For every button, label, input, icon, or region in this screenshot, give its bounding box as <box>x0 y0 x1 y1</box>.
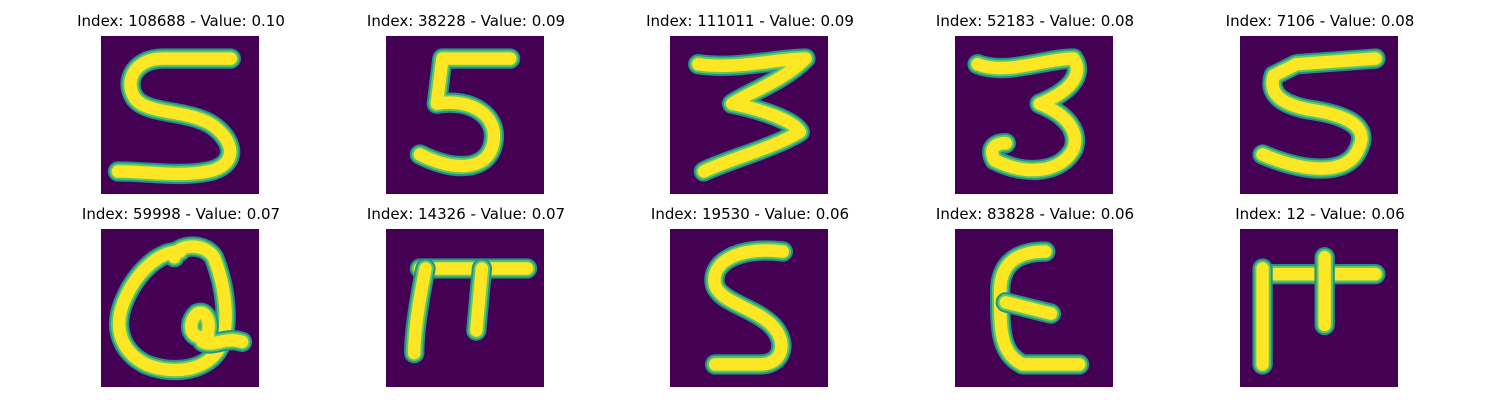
digit-stroke <box>692 52 812 178</box>
panel-title: Index: 19530 - Value: 0.06 <box>650 205 850 223</box>
panel-title: Index: 108688 - Value: 0.10 <box>77 12 285 30</box>
digit-stroke <box>111 52 237 181</box>
panel-title: Index: 83828 - Value: 0.06 <box>935 205 1135 223</box>
panel-title: Index: 111011 - Value: 0.09 <box>646 12 854 30</box>
digit-stroke <box>413 52 517 173</box>
digit-image-pi <box>386 229 544 387</box>
digit-stroke <box>408 262 432 360</box>
digit-image-5 <box>1240 36 1398 194</box>
digit-image-epsilon <box>955 229 1113 387</box>
digit-stroke <box>993 245 1086 371</box>
digit-stroke <box>184 306 249 350</box>
digit-image-3 <box>670 36 828 194</box>
digit-stroke <box>999 296 1058 320</box>
digit-image-3 <box>955 36 1113 194</box>
panel-title: Index: 7106 - Value: 0.08 <box>1225 12 1415 30</box>
panel-title: Index: 14326 - Value: 0.07 <box>366 205 566 223</box>
digit-stroke <box>708 244 790 371</box>
digit-image-5 <box>101 36 259 194</box>
digit-stroke <box>470 262 489 337</box>
panel-title: Index: 38228 - Value: 0.09 <box>366 12 566 30</box>
panel-title: Index: 52183 - Value: 0.08 <box>935 12 1135 30</box>
digit-stroke <box>1256 52 1382 175</box>
digit-stroke <box>113 240 232 377</box>
digit-image-pi <box>1240 229 1398 387</box>
panel-title: Index: 59998 - Value: 0.07 <box>81 205 281 223</box>
digit-image-loop <box>101 229 259 387</box>
digit-stroke <box>971 52 1084 177</box>
digit-image-5 <box>386 36 544 194</box>
digit-image-5 <box>670 229 828 387</box>
panel-title: Index: 12 - Value: 0.06 <box>1235 205 1405 223</box>
